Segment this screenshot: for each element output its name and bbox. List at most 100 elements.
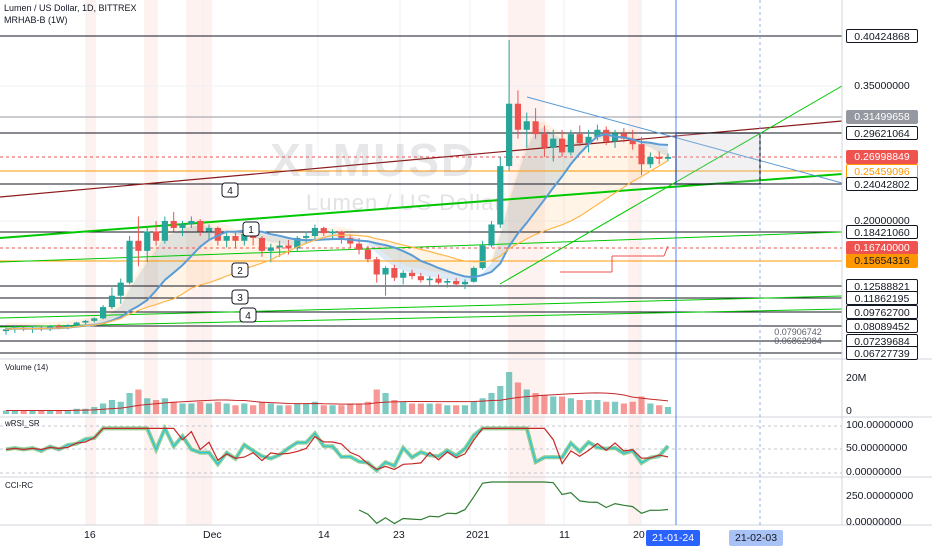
wrsi-tick: 100.00000000: [846, 419, 914, 431]
volume-bar: [329, 405, 336, 414]
volume-bar: [417, 403, 424, 414]
candle-body: [170, 221, 177, 228]
candle-body: [64, 325, 71, 328]
price-label: 0.29621064: [846, 126, 918, 140]
volume-bar: [558, 396, 566, 414]
volume-bar: [267, 403, 274, 414]
candle-body: [320, 227, 327, 234]
ma-cloud-orange: [6, 121, 668, 330]
candle-body: [197, 221, 204, 232]
ma-line-blue: [5, 133, 669, 331]
candle-body: [347, 237, 354, 244]
price-label: 0.25459096: [846, 164, 918, 178]
volume-bar: [152, 400, 160, 414]
price-label: 0.12588821: [846, 279, 918, 293]
volume-bar: [408, 403, 416, 414]
candle-body: [2, 329, 10, 332]
candle-body: [470, 267, 477, 282]
volume-bar: [656, 405, 663, 414]
candle-body: [373, 259, 380, 275]
volume-bar: [338, 405, 345, 414]
volume-bar: [20, 410, 27, 414]
volume-bar: [100, 403, 107, 414]
volume-bar: [453, 405, 460, 414]
wrsi-band: [5, 423, 670, 474]
volume-ma-line: [6, 392, 669, 411]
wrsi-title: wRSI_SR: [5, 419, 40, 428]
wave-label: 2: [237, 266, 243, 277]
volume-bar: [461, 405, 469, 414]
wave-label-box: [221, 182, 239, 198]
resistance-trendline: [0, 120, 843, 198]
time-tick: Dec: [203, 529, 222, 541]
candle-body: [435, 278, 442, 283]
candle-body: [400, 272, 407, 278]
volume-bar: [444, 405, 451, 414]
volume-bar: [73, 408, 80, 414]
candle-body: [285, 245, 292, 249]
volume-bar: [144, 398, 151, 414]
candle-body: [311, 227, 319, 237]
volume-tick: 20M: [846, 372, 867, 384]
volume-bar: [506, 372, 513, 414]
candle-body: [355, 243, 363, 250]
volume-bar: [214, 401, 221, 414]
volume-tick: 0: [846, 405, 852, 417]
price-label: 0.06727739: [846, 346, 918, 360]
pane-separators: [0, 0, 932, 526]
volume-bar: [285, 405, 292, 414]
candle-body: [126, 240, 133, 283]
volume-bar: [311, 401, 319, 414]
volume-bar: [250, 405, 257, 414]
volume-bar: [620, 403, 627, 414]
candle-body: [620, 133, 627, 139]
watermark-name: Lumen / US Dollar: [306, 190, 503, 215]
candle-body: [91, 318, 98, 321]
session-highlight-bands: [86, 0, 642, 525]
volume-bar: [258, 401, 266, 414]
volume-bar: [638, 396, 645, 414]
highlight-band: [628, 0, 642, 525]
volume-bar: [55, 410, 63, 414]
volume-bar: [364, 401, 371, 414]
candle-body: [541, 134, 548, 148]
volume-bar: [179, 403, 186, 414]
highlight-band: [508, 0, 545, 525]
volume-bar: [205, 403, 213, 414]
wave-label: 1: [248, 225, 254, 236]
moving-averages: [5, 133, 669, 331]
wave-label: 4: [227, 186, 233, 197]
candle-body: [179, 224, 186, 228]
date-highlight-label[interactable]: 21-01-24: [646, 530, 701, 546]
date-highlight-label[interactable]: 21-02-03: [729, 530, 784, 546]
volume-bar: [541, 394, 548, 414]
wave-label-box: [231, 262, 249, 278]
wrsi-tick: 50.00000000: [846, 442, 908, 454]
cci-tick: 0.00000000: [846, 516, 902, 528]
candle-body: [258, 237, 266, 251]
candle-body: [594, 129, 601, 137]
time-tick: 2021: [466, 529, 490, 541]
volume-bar: [232, 405, 239, 414]
time-tick: 23: [393, 529, 405, 541]
candle-body: [117, 282, 124, 296]
volume-bar: [488, 393, 495, 414]
price-label: 0.18421060: [846, 225, 918, 239]
volume-bar: [47, 410, 54, 414]
candle-body: [108, 295, 116, 308]
candle-body: [135, 240, 142, 251]
volume-bar: [603, 401, 610, 414]
highlight-band: [86, 0, 96, 525]
candle-body: [73, 322, 80, 326]
volume-bar: [91, 407, 98, 414]
price-label: 0.08089452: [846, 319, 918, 333]
candle-body: [638, 144, 645, 165]
wave-label-box: [242, 221, 260, 237]
small-red-level: [663, 245, 669, 257]
volume-bar: [29, 410, 36, 414]
wave-label-box: [231, 289, 249, 305]
volume-bar: [161, 398, 168, 414]
volume-bar: [320, 405, 327, 414]
